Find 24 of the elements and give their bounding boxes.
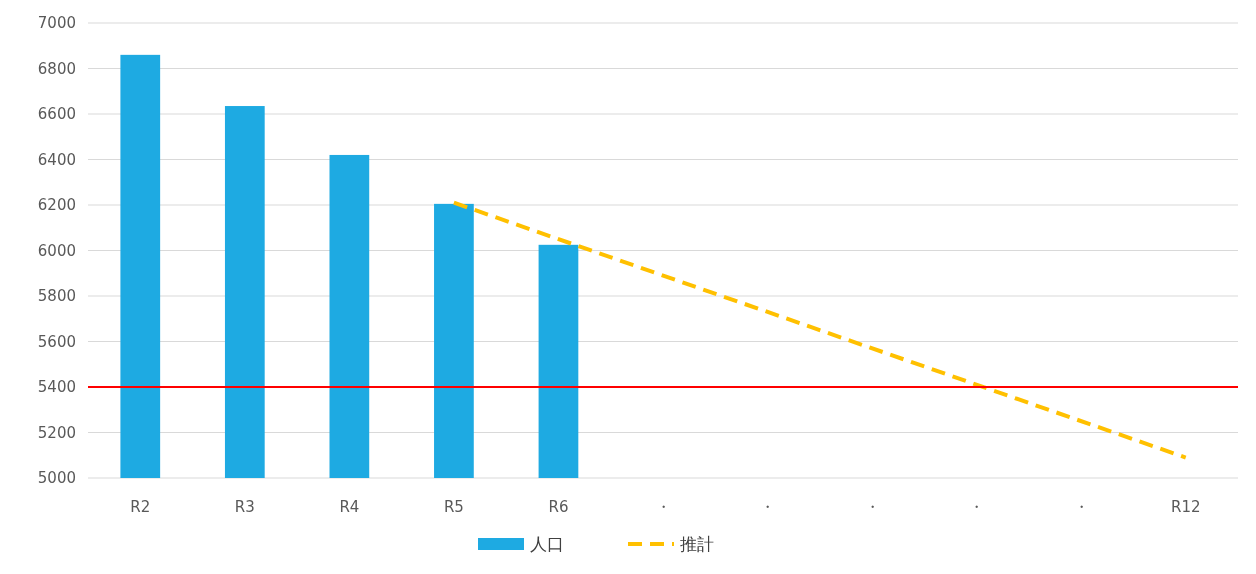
x-tick-label: R3 (234, 498, 255, 516)
x-tick-label: ・ (760, 498, 776, 516)
y-tick-label: 6800 (37, 59, 76, 78)
y-tick-label: 6400 (37, 150, 76, 169)
x-tick-label: ・ (969, 498, 985, 516)
y-tick-label: 6200 (37, 196, 76, 215)
y-tick-label: 5600 (37, 332, 76, 351)
y-tick-label: 6000 (37, 241, 76, 260)
y-tick-label: 5800 (37, 287, 76, 306)
x-tick-label: R5 (443, 498, 464, 516)
y-tick-label: 5400 (37, 378, 76, 397)
x-tick-label: ・ (655, 498, 671, 516)
y-tick-label: 7000 (37, 14, 76, 33)
x-tick-label: R12 (1170, 498, 1201, 516)
y-tick-label: 5200 (37, 423, 76, 442)
x-tick-label: R6 (548, 498, 569, 516)
y-tick-label: 5000 (37, 469, 76, 488)
x-tick-label: R2 (130, 498, 151, 516)
x-tick-label: R4 (339, 498, 360, 516)
legend-label: 推計 (680, 533, 714, 554)
x-tick-label: ・ (1073, 498, 1089, 516)
legend-label: 人口 (530, 533, 564, 554)
y-tick-label: 6600 (37, 105, 76, 124)
x-tick-label: ・ (864, 498, 880, 516)
